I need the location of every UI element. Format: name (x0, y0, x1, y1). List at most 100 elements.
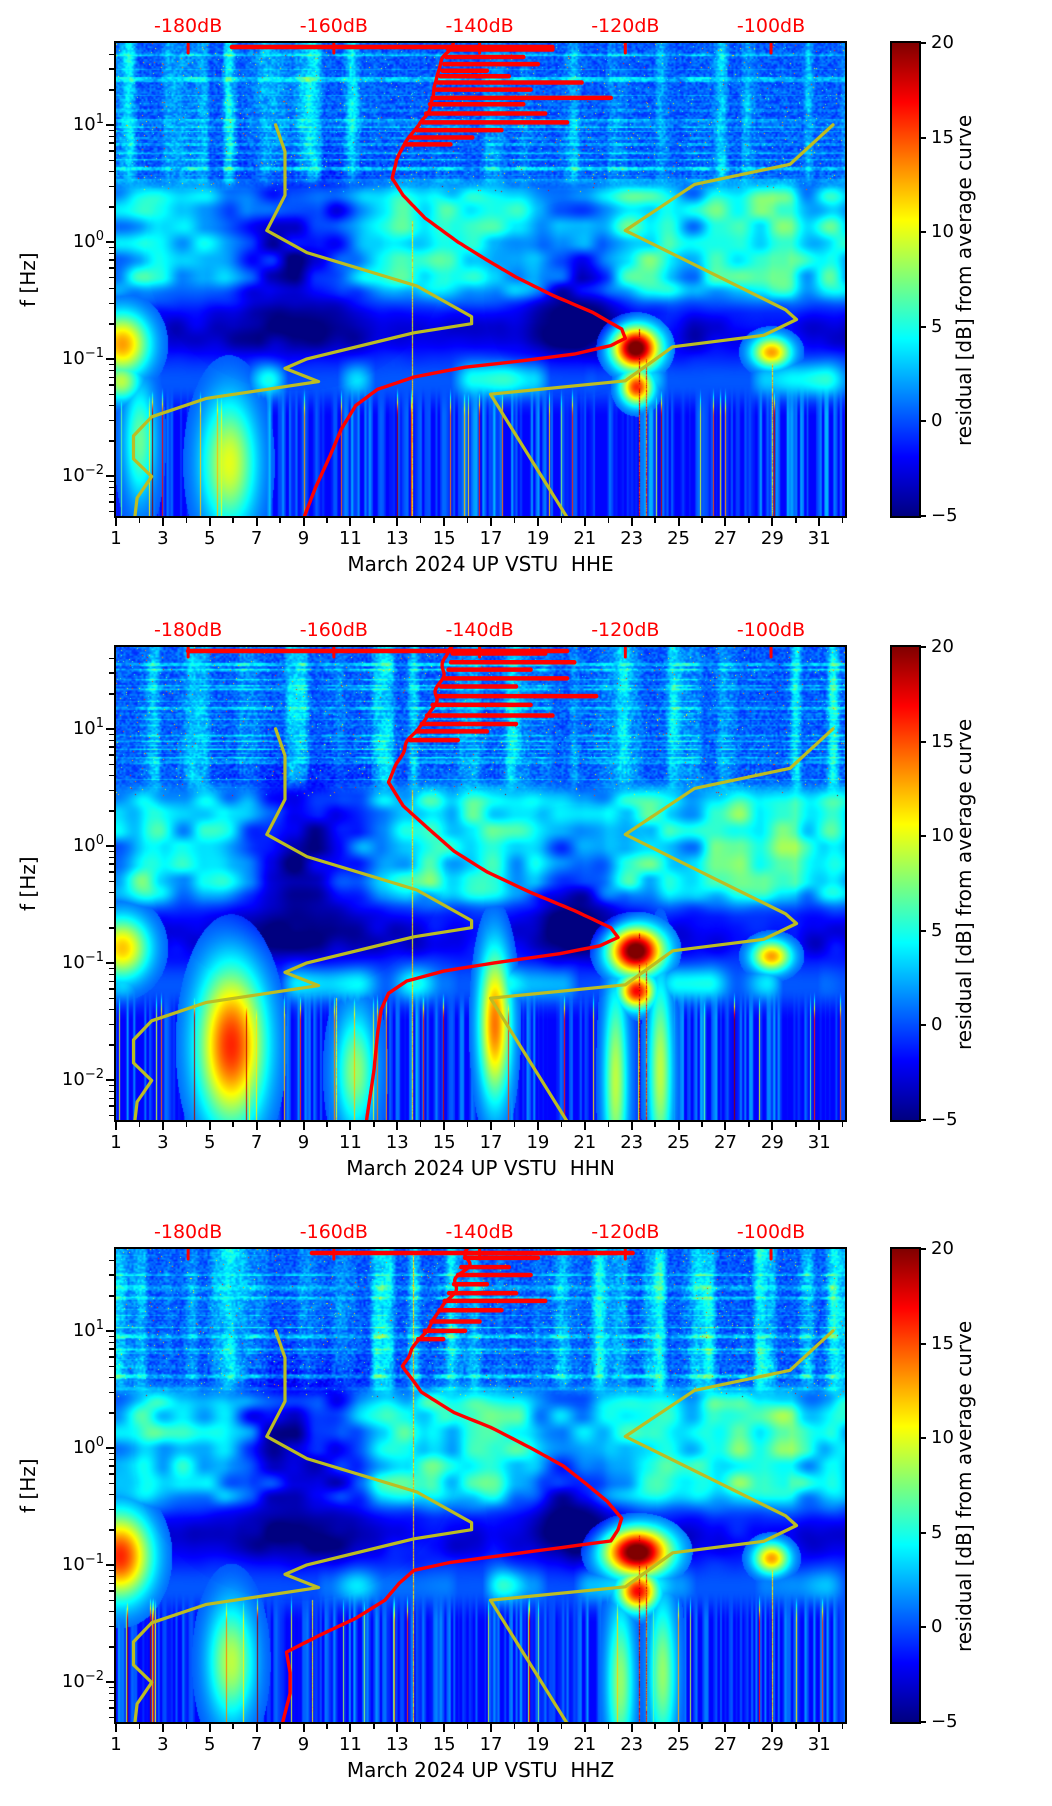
colorbar-tick (919, 929, 926, 932)
y-minor-tick (109, 480, 114, 483)
x-minor-tick (185, 1724, 188, 1729)
y-axis-label: f [Hz] (16, 1458, 40, 1513)
x-major-tick (115, 1724, 117, 1732)
y-minor-tick (109, 376, 114, 379)
y-minor-tick (109, 1090, 114, 1093)
colorbar-tick-label: −5 (931, 1711, 958, 1732)
top-axis-label-db: -120dB (591, 1221, 660, 1243)
x-minor-tick (232, 1724, 234, 1729)
y-major-tick (106, 474, 114, 477)
top-axis-label-db: -140dB (445, 619, 514, 641)
y-minor-tick (109, 973, 114, 976)
y-tick-base: 10 (72, 113, 96, 135)
y-minor-tick (109, 1295, 114, 1297)
colorbar-tick-label: 0 (931, 410, 943, 432)
colorbar-tick-label: 15 (931, 1332, 954, 1354)
y-tick-base: 10 (61, 464, 85, 486)
x-minor-tick (185, 1122, 188, 1127)
colorbar (890, 41, 921, 518)
y-major-tick (106, 1446, 114, 1449)
overlay-curves-HHE (131, 43, 835, 516)
x-minor-tick (701, 1122, 703, 1127)
x-minor-tick (748, 518, 750, 523)
y-minor-tick (109, 1412, 114, 1414)
x-minor-tick (185, 518, 188, 523)
x-major-tick (302, 1724, 305, 1732)
y-tick-base: 10 (72, 1436, 96, 1458)
y-minor-tick (109, 1625, 114, 1628)
y-minor-tick (109, 1508, 114, 1511)
x-major-tick (583, 1724, 586, 1732)
x-major-tick (818, 1724, 821, 1732)
x-tick-label: 19 (526, 1132, 550, 1153)
x-minor-tick (513, 518, 516, 523)
x-major-tick (724, 518, 727, 526)
x-minor-tick (326, 1122, 328, 1127)
x-major-tick (349, 1724, 352, 1732)
y-minor-tick (109, 850, 114, 853)
y-minor-tick (109, 1335, 114, 1338)
x-major-tick (677, 1724, 680, 1732)
x-major-tick (396, 1724, 399, 1732)
x-major-tick (349, 518, 352, 526)
y-minor-tick (109, 1097, 114, 1100)
colorbar-tick (919, 42, 926, 44)
y-minor-tick (109, 259, 114, 261)
x-minor-tick (326, 1724, 328, 1729)
y-minor-tick (109, 856, 114, 859)
x-major-tick (161, 518, 164, 526)
x-tick-label: 3 (157, 528, 169, 549)
y-tick-base: 10 (61, 1553, 85, 1575)
y-minor-tick (109, 1452, 114, 1455)
y-minor-tick (109, 1044, 114, 1046)
y-tick-label: 10−1 (54, 1553, 104, 1577)
x-tick-label: 29 (760, 1734, 784, 1755)
y-minor-tick (109, 891, 114, 894)
x-minor-tick (560, 518, 563, 523)
colorbar-tick (919, 1437, 926, 1440)
x-major-tick (771, 1122, 774, 1130)
x-minor-tick (795, 1724, 797, 1729)
x-minor-tick (466, 518, 469, 523)
y-minor-tick (109, 967, 114, 970)
y-minor-tick (109, 1599, 114, 1602)
average-psd-curve (303, 43, 627, 516)
y-tick-base: 10 (61, 347, 85, 369)
x-tick-label: 27 (714, 528, 737, 549)
y-minor-tick (109, 384, 114, 386)
x-major-tick (818, 518, 821, 526)
spectrogram-plot-HHN (114, 645, 847, 1122)
x-tick-label: 29 (760, 1132, 784, 1153)
x-tick-label: 5 (204, 528, 216, 549)
y-minor-tick (109, 746, 114, 748)
y-minor-tick (109, 1575, 114, 1578)
colorbar-tick (919, 835, 926, 838)
y-tick-label: 100 (54, 1436, 104, 1460)
nlnm-curve (131, 1329, 474, 1722)
colorbar-tick-label: 5 (931, 919, 943, 941)
top-axis-label-db: -140dB (445, 1221, 514, 1243)
colorbar-tick (919, 136, 926, 139)
x-tick-label: 9 (297, 528, 310, 549)
y-minor-tick (109, 1274, 114, 1276)
x-tick-label: 19 (526, 1734, 550, 1755)
x-major-tick (771, 518, 774, 526)
x-major-tick (771, 1724, 774, 1732)
y-minor-tick (109, 1023, 114, 1026)
y-minor-tick (109, 1569, 114, 1572)
colorbar-tick-label: 0 (931, 1616, 943, 1638)
y-minor-tick (109, 906, 114, 909)
top-axis-label-db: -180dB (154, 15, 223, 37)
y-minor-tick (109, 672, 114, 674)
y-minor-tick (109, 1493, 114, 1496)
x-tick-label: 7 (250, 1734, 263, 1755)
x-minor-tick (654, 518, 656, 523)
y-tick-exponent: −1 (84, 1551, 104, 1567)
colorbar-label: residual [dB] from average curve (952, 113, 976, 446)
x-tick-label: 11 (338, 528, 362, 549)
x-major-tick (583, 518, 586, 526)
y-minor-tick (109, 657, 114, 660)
x-major-tick (443, 1122, 446, 1130)
colorbar-tick-label: 5 (931, 315, 943, 337)
x-tick-label: 13 (385, 528, 409, 549)
